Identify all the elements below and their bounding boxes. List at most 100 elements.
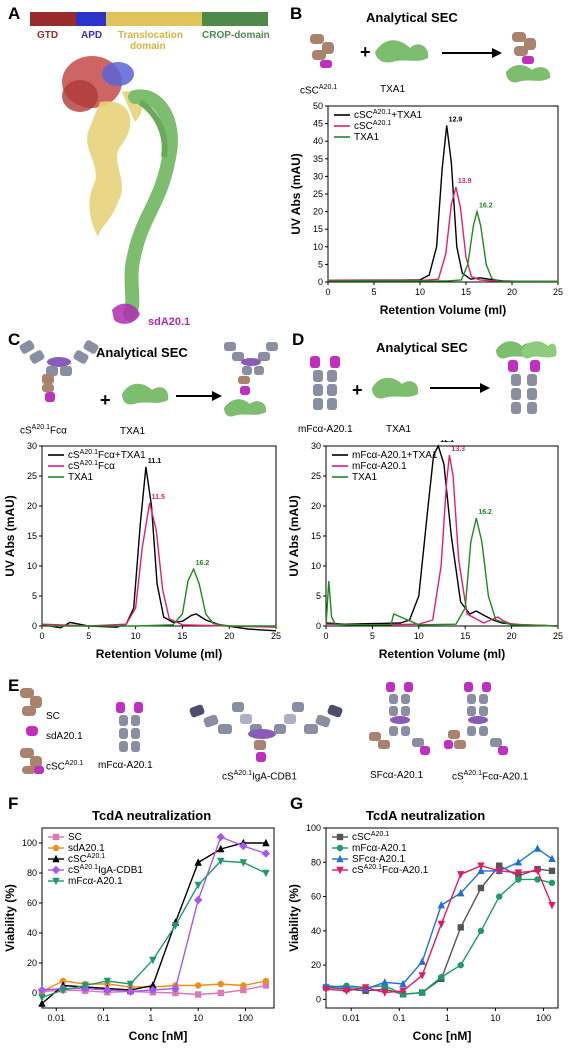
csfca-a20-construct-icon (444, 682, 508, 755)
data-point (193, 895, 203, 905)
plot-frame (41, 827, 275, 1009)
data-point (477, 862, 485, 870)
data-point (262, 977, 270, 985)
data-point (548, 901, 556, 910)
data-point (52, 833, 60, 841)
x-tick-label: 15 (461, 287, 471, 297)
data-point (495, 867, 503, 876)
plot-frame (325, 827, 559, 1009)
data-point (418, 989, 426, 996)
construct-label-csfca-a20-text: cS (452, 771, 464, 783)
panel-b-title: Analytical SEC (366, 10, 458, 25)
csc-construct-icon (20, 748, 44, 774)
peak-label: 11.5 (152, 494, 165, 501)
peak-label: 11.1 (148, 458, 161, 465)
series-line (328, 208, 558, 283)
legend-label: cSA20.1Fcα+TXA1 (68, 449, 146, 461)
legend-label: TXA1 (352, 472, 377, 483)
panel-label-g: G (290, 794, 304, 813)
data-point (103, 977, 112, 986)
y-tick-label: 30 (27, 441, 37, 451)
x-tick-label: 25 (553, 631, 563, 641)
y-tick-label: 20 (27, 501, 37, 511)
x-tick-label: 0 (323, 631, 328, 641)
y-tick-label: 40 (311, 926, 321, 936)
legend-label: cSCA20.1 (352, 831, 389, 843)
data-point (81, 982, 89, 990)
data-point (149, 981, 157, 989)
complex-cartoon-icon (506, 32, 551, 83)
data-point (534, 876, 541, 883)
y-tick-label: 0 (32, 988, 37, 998)
data-point (336, 866, 344, 875)
data-point (239, 841, 248, 851)
panel-g-title: TcdA neutralization (366, 808, 486, 823)
csfca-complex-icon (224, 342, 278, 417)
toxin-structure (62, 56, 178, 324)
data-point (477, 927, 485, 935)
panel-d-left-label: mFcα-A20.1 (298, 424, 353, 435)
y-tick-label: 30 (311, 441, 321, 451)
data-point (336, 854, 344, 863)
construct-label-sc: SC (46, 711, 60, 722)
construct-label-csfca-a20-sup: A20.1 (463, 770, 482, 777)
data-point (496, 862, 503, 869)
peak-label: 12.1 (440, 440, 454, 444)
panel-c-cartoon: + (19, 340, 278, 417)
y-tick-label: 0 (316, 994, 321, 1004)
y-tick-label: 15 (311, 531, 321, 541)
y-axis-label: UV Abs (mAU) (287, 495, 301, 577)
panel-label-d: D (292, 330, 305, 349)
series-line (41, 502, 277, 628)
panel-b-left-label: cSCA20.1 (300, 84, 337, 96)
x-tick-label: 10 (490, 1013, 500, 1023)
data-point (52, 844, 60, 852)
panel-d-right-label: TXA1 (386, 424, 412, 435)
domain-bar-translocation (106, 12, 202, 26)
panel-c-left-sup: A20.1 (31, 424, 50, 431)
legend-label: cSA20.1Fcα-A20.1 (352, 864, 429, 876)
x-axis-label: Retention Volume (ml) (380, 303, 506, 317)
sec-chart-d: 0 5 10 15 20 25 30 0 5 10 15 20 25 Retention Volume (… (287, 440, 563, 661)
data-point (103, 985, 112, 995)
data-point (262, 982, 270, 989)
data-point (240, 982, 247, 989)
x-tick-label: 5 (370, 631, 375, 641)
data-point (336, 844, 344, 852)
legend-label: SFcα-A20.1 (352, 854, 405, 865)
panel-b-cartoon: + (310, 32, 551, 83)
legend-label: SC (68, 832, 82, 843)
data-point (399, 979, 407, 988)
data-point (514, 869, 523, 877)
data-point (148, 985, 158, 995)
data-point (548, 867, 556, 875)
y-tick-label: 20 (313, 207, 323, 217)
legend-label: cSCA20.1 (68, 853, 105, 865)
binder-label: sdA20.1 (148, 316, 191, 328)
data-point (322, 985, 330, 994)
panel-c-left-label: cSA20.1Fcα (20, 424, 67, 436)
y-tick-label: 5 (32, 591, 37, 601)
data-point (194, 991, 202, 998)
domain-bar (30, 12, 268, 26)
y-tick-label: 0 (32, 621, 37, 631)
data-point (262, 838, 270, 847)
panel-c-left-text: cS (20, 425, 32, 437)
construct-label-csiga-text: cS (222, 771, 234, 783)
x-tick-label: 5 (371, 287, 376, 297)
construct-label-mfca: mFcα-A20.1 (98, 760, 153, 771)
x-tick-label: 1 (445, 1013, 450, 1023)
y-tick-label: 0 (318, 277, 323, 287)
construct-label-sda20: sdA20.1 (46, 731, 83, 742)
series-line (328, 125, 558, 283)
data-point (418, 972, 426, 980)
x-tick-label: 25 (271, 631, 281, 641)
domain-label-translocation-2: domain (130, 41, 166, 52)
construct-label-csfca-a20: cSA20.1Fcα-A20.1 (452, 770, 528, 782)
legend-label: cSA20.1IgA-CDB1 (68, 864, 143, 876)
y-tick-label: 60 (311, 892, 321, 902)
y-tick-label: 35 (313, 154, 323, 164)
data-point (172, 989, 179, 997)
data-point (437, 900, 446, 909)
data-point (217, 980, 224, 988)
